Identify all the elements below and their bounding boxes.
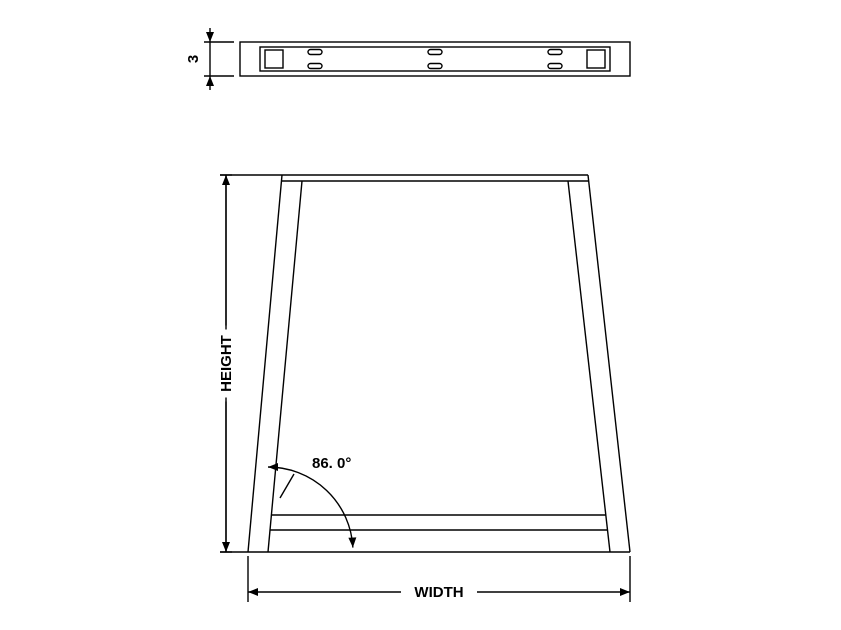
dim-3-label: 3	[185, 55, 202, 63]
angle-label: 86. 0°	[312, 455, 351, 472]
front-view: 86. 0° HEIGHT WIDTH	[216, 175, 630, 602]
height-label: HEIGHT	[218, 335, 235, 392]
width-label: WIDTH	[414, 584, 463, 601]
technical-drawing: 3 86. 0° HEIGHT WIDTH	[0, 0, 841, 630]
top-view: 3	[185, 28, 630, 90]
